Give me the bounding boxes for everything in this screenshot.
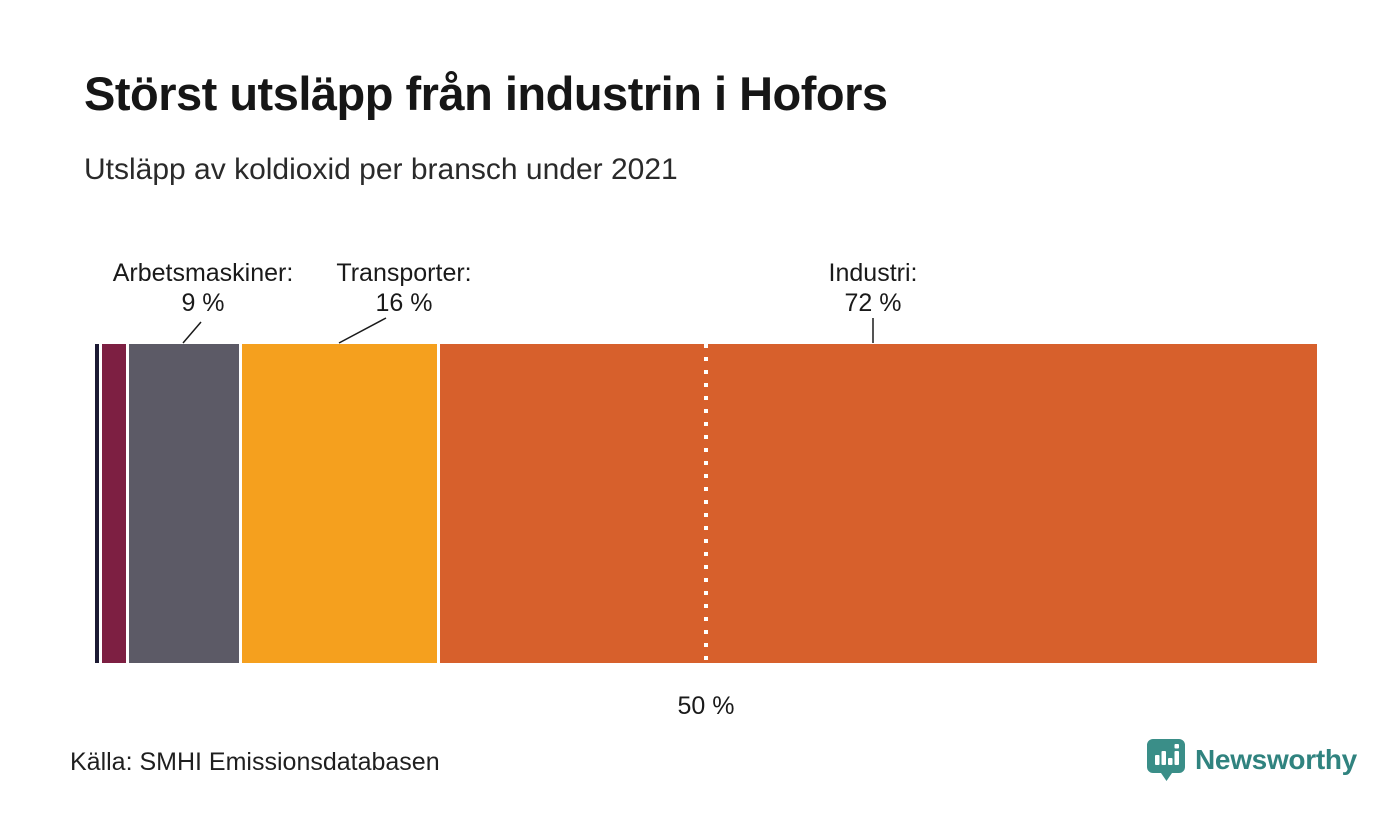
bar-segment-minor-1	[101, 344, 127, 663]
newsworthy-wordmark: Newsworthy	[1195, 744, 1357, 775]
reference-line-label: 50 %	[677, 692, 735, 720]
bar-segment-industri	[439, 344, 1318, 663]
segment-label-industri: Industri: 72 %	[828, 259, 918, 317]
newsworthy-logo[interactable]: Newsworthy	[1146, 738, 1357, 782]
segment-label-transporter: Transporter: 16 %	[336, 259, 472, 317]
bar-segment-transporter	[241, 344, 437, 663]
bar-segment-arbetsmaskiner	[129, 344, 239, 663]
reference-line-50	[704, 344, 708, 663]
chart-title: Störst utsläpp från industrin i Hofors	[84, 67, 888, 120]
chart-subtitle: Utsläpp av koldioxid per bransch under 2…	[84, 153, 678, 186]
newsworthy-mark-icon	[1147, 739, 1185, 781]
stacked-bar	[95, 344, 1318, 663]
bar-segment-minor-0	[95, 344, 99, 663]
segment-label-arbetsmaskiner: Arbetsmaskiner: 9 %	[112, 259, 294, 317]
source-caption: Källa: SMHI Emissionsdatabasen	[70, 748, 440, 776]
